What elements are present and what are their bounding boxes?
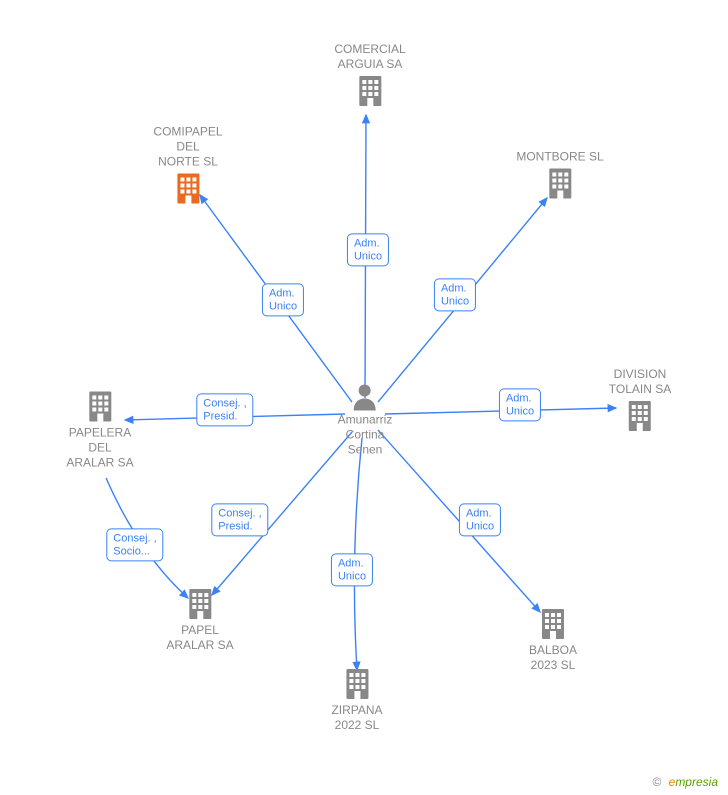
watermark: © empresia [652, 775, 718, 789]
person-icon [352, 383, 378, 411]
node-label: Amunarriz Cortina Senen [338, 413, 393, 458]
edge-label[interactable]: Adm. Unico [499, 388, 541, 421]
edge-label[interactable]: Adm. Unico [262, 283, 304, 316]
node-label: COMERCIAL ARGUIA SA [334, 42, 405, 72]
node-papelera_aralar[interactable]: PAPELERA DEL ARALAR SA [66, 390, 133, 471]
node-zirpana[interactable]: ZIRPANA 2022 SL [331, 667, 382, 733]
building-icon [342, 667, 372, 701]
node-comercial_arguia[interactable]: COMERCIAL ARGUIA SA [334, 42, 405, 108]
watermark-brand-rest: mpresia [675, 775, 718, 789]
building-icon [173, 172, 203, 206]
building-icon [185, 587, 215, 621]
building-icon [355, 74, 385, 108]
node-balboa[interactable]: BALBOA 2023 SL [529, 607, 577, 673]
center-node[interactable]: Amunarriz Cortina Senen [338, 383, 393, 458]
node-label: PAPELERA DEL ARALAR SA [66, 426, 133, 471]
edge-label[interactable]: Adm. Unico [331, 553, 373, 586]
building-icon [538, 607, 568, 641]
edge-label[interactable]: Consej. , Presid. [211, 503, 268, 536]
node-montbore[interactable]: MONTBORE SL [516, 150, 603, 201]
node-label: BALBOA 2023 SL [529, 643, 577, 673]
edge-label[interactable]: Consej. , Presid. [196, 393, 253, 426]
watermark-copyright: © [652, 775, 661, 789]
node-label: MONTBORE SL [516, 150, 603, 165]
building-icon [85, 390, 115, 424]
node-papel_aralar[interactable]: PAPEL ARALAR SA [166, 587, 233, 653]
node-label: ZIRPANA 2022 SL [331, 703, 382, 733]
node-division_tolain[interactable]: DIVISION TOLAIN SA [609, 367, 671, 433]
edge-label[interactable]: Consej. , Socio... [106, 528, 163, 561]
edge-label[interactable]: Adm. Unico [347, 233, 389, 266]
building-icon [625, 399, 655, 433]
building-icon [545, 167, 575, 201]
edge-label[interactable]: Adm. Unico [459, 503, 501, 536]
node-label: DIVISION TOLAIN SA [609, 367, 671, 397]
node-label: PAPEL ARALAR SA [166, 623, 233, 653]
node-comipapel[interactable]: COMIPAPEL DEL NORTE SL [153, 125, 222, 206]
node-label: COMIPAPEL DEL NORTE SL [153, 125, 222, 170]
edge-label[interactable]: Adm. Unico [434, 278, 476, 311]
